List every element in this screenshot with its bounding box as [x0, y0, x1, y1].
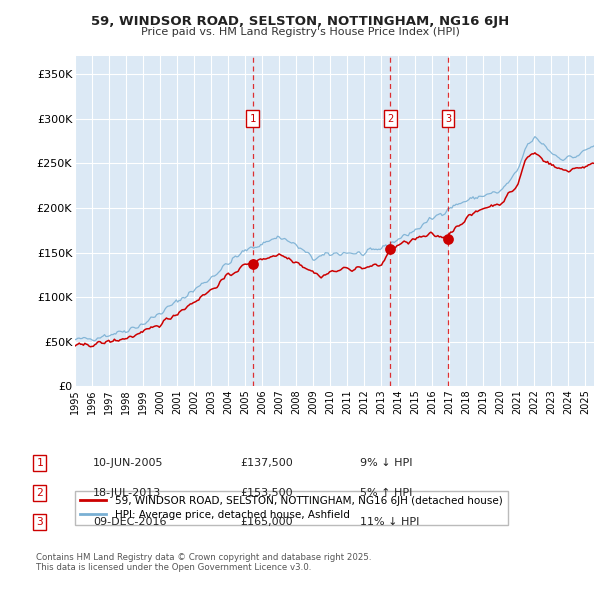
Text: 1: 1	[36, 458, 43, 468]
Text: 3: 3	[445, 113, 451, 123]
Text: £153,500: £153,500	[240, 488, 293, 497]
Point	[248, 259, 257, 268]
Text: 10-JUN-2005: 10-JUN-2005	[93, 458, 163, 468]
Text: 5% ↑ HPI: 5% ↑ HPI	[360, 488, 412, 497]
Text: 11% ↓ HPI: 11% ↓ HPI	[360, 517, 419, 527]
Text: 59, WINDSOR ROAD, SELSTON, NOTTINGHAM, NG16 6JH: 59, WINDSOR ROAD, SELSTON, NOTTINGHAM, N…	[91, 15, 509, 28]
Text: 2: 2	[36, 488, 43, 497]
Text: 9% ↓ HPI: 9% ↓ HPI	[360, 458, 413, 468]
Text: 3: 3	[36, 517, 43, 527]
Text: 1: 1	[250, 113, 256, 123]
Text: £137,500: £137,500	[240, 458, 293, 468]
Text: 18-JUL-2013: 18-JUL-2013	[93, 488, 161, 497]
Text: £165,000: £165,000	[240, 517, 293, 527]
Legend: 59, WINDSOR ROAD, SELSTON, NOTTINGHAM, NG16 6JH (detached house), HPI: Average p: 59, WINDSOR ROAD, SELSTON, NOTTINGHAM, N…	[75, 491, 508, 525]
Text: Contains HM Land Registry data © Crown copyright and database right 2025.: Contains HM Land Registry data © Crown c…	[36, 553, 371, 562]
Point	[386, 245, 395, 254]
Point	[443, 234, 453, 244]
Text: This data is licensed under the Open Government Licence v3.0.: This data is licensed under the Open Gov…	[36, 563, 311, 572]
Text: 2: 2	[388, 113, 394, 123]
Text: 09-DEC-2016: 09-DEC-2016	[93, 517, 167, 527]
Text: Price paid vs. HM Land Registry's House Price Index (HPI): Price paid vs. HM Land Registry's House …	[140, 27, 460, 37]
